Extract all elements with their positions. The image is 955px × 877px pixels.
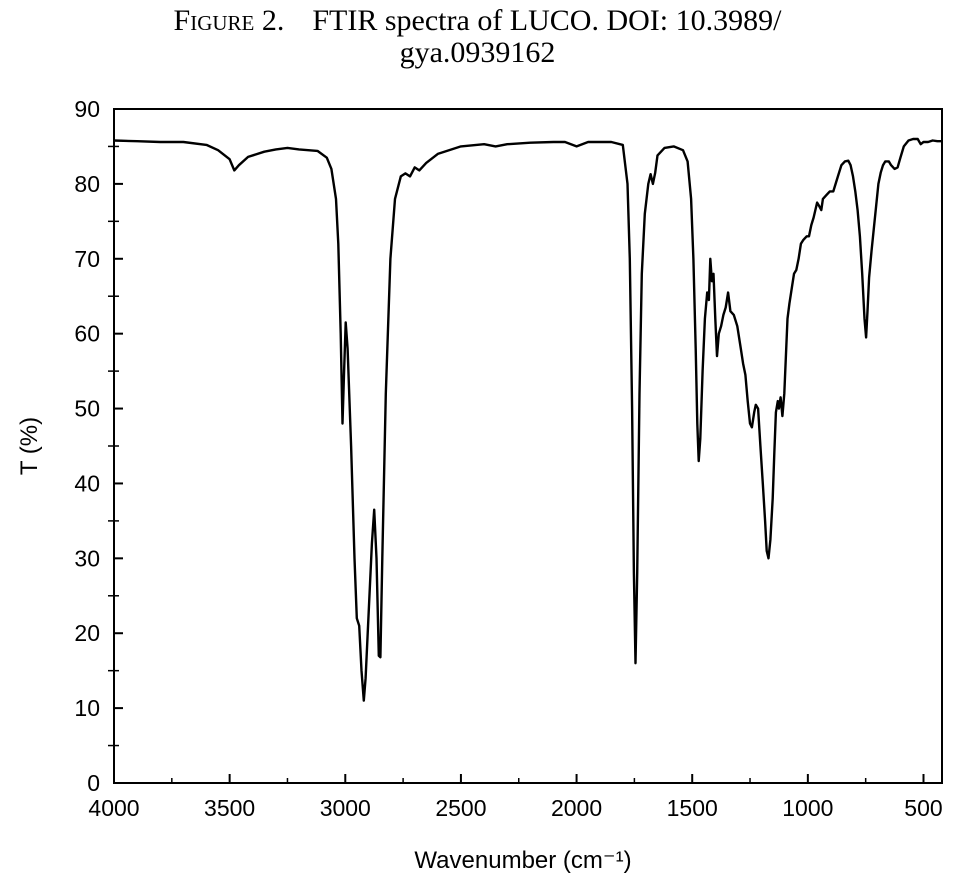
x-tick-label: 2500 — [435, 795, 486, 821]
figure-label: Figure 2. — [173, 4, 285, 37]
y-tick-label: 80 — [74, 171, 100, 197]
y-tick-label: 50 — [74, 396, 100, 422]
x-tick-label: 1500 — [667, 795, 718, 821]
x-axis-ticks: 4000 3500 3000 2500 2000 1500 1000 500 — [88, 774, 943, 821]
spectrum-line — [113, 137, 942, 702]
x-tick-label: 3000 — [320, 795, 371, 821]
caption-text: FTIR spectra of LUCO. DOI: 10.3989/ — [312, 4, 782, 37]
plot-frame — [113, 108, 943, 784]
y-tick-label: 60 — [74, 321, 100, 347]
y-tick-label: 70 — [74, 246, 100, 272]
y-axis-ticks: 0 10 20 30 40 50 60 70 80 90 — [74, 96, 123, 796]
x-tick-label: 3500 — [204, 795, 255, 821]
y-axis-label: T (%) — [16, 417, 43, 475]
y-tick-label: 10 — [74, 695, 100, 721]
y-tick-label: 20 — [74, 620, 100, 646]
caption-line-2: gya.0939162 — [399, 36, 556, 69]
y-tick-label: 30 — [74, 545, 100, 571]
y-tick-label: 0 — [87, 770, 100, 796]
y-tick-label: 40 — [74, 470, 100, 496]
x-tick-label: 1000 — [782, 795, 833, 821]
x-tick-label: 4000 — [88, 795, 139, 821]
caption-line-1: Figure 2. FTIR spectra of LUCO. DOI: 10.3… — [0, 4, 955, 38]
x-axis-label: Wavenumber (cm⁻¹) — [414, 847, 631, 874]
x-tick-label: 2000 — [551, 795, 602, 821]
x-tick-label: 500 — [904, 795, 942, 821]
y-tick-label: 90 — [74, 96, 100, 122]
